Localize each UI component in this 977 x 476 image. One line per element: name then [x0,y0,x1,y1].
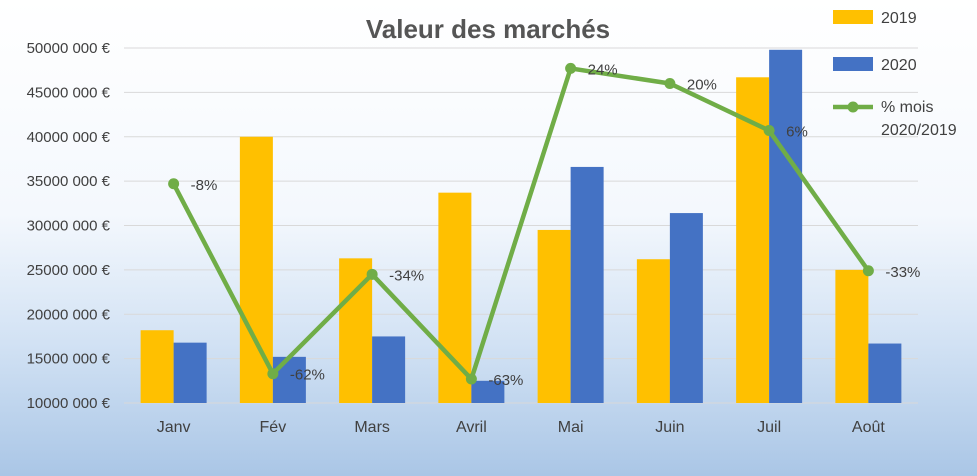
bar-2019 [736,77,770,403]
x-tick-label: Fév [260,419,287,436]
y-tick-label: 45000 000 € [27,84,111,101]
legend-label-2019: 2019 [881,10,917,27]
y-tick-label: 15000 000 € [27,351,111,368]
bars [140,49,902,404]
axis-labels: 10000 000 € 15000 000 € 20000 000 € 25000 0… [27,40,886,436]
chart-title: Valeur des marchés [366,14,610,44]
bar-2019 [835,269,869,403]
x-tick-label: Mai [558,419,584,436]
x-tick-label: Avril [456,419,487,436]
bar-2020 [868,343,902,403]
bar-2020 [669,213,703,403]
pct-point [664,78,676,89]
x-tick-label: Août [852,419,885,436]
pct-point [565,62,577,74]
pct-point [267,368,279,380]
bar-2020 [272,356,306,403]
y-tick-label: 25000 000 € [27,262,111,279]
bar-2020 [173,342,207,403]
bar-2019 [537,229,571,403]
pct-point [168,178,180,190]
pct-data-label: 24% [588,61,618,78]
x-tick-label: Mars [354,419,390,436]
legend: 2019 2020 % mois 2020/2019 [833,10,957,139]
pct-point [465,373,477,385]
legend-swatch-2020 [833,57,873,71]
legend-label-2020: 2020 [881,57,917,74]
y-tick-label: 50000 000 € [27,40,111,57]
y-tick-label: 30000 000 € [27,218,111,235]
y-tick-label: 35000 000 € [27,173,111,190]
pct-data-label: 20% [687,77,717,94]
pct-data-label: -62% [290,367,325,384]
pct-point [862,265,874,277]
pct-point [366,268,378,280]
pct-data-label: -8% [191,177,218,194]
legend-swatch-pct-marker [847,101,859,113]
pct-data-label: 6% [786,124,808,141]
pct-line [171,66,871,382]
legend-label-pct-line2: 2020/2019 [881,122,957,139]
pct-data-label: -34% [389,267,424,284]
bar-2019 [140,330,174,403]
y-tick-label: 20000 000 € [27,306,111,323]
bar-2020 [471,380,505,403]
x-tick-label: Janv [157,419,191,436]
pct-data-label: -33% [885,264,920,281]
bar-2019 [636,259,670,403]
legend-label-pct: % mois 2020/2019 [881,99,957,139]
pct-data-label: -63% [488,372,523,389]
x-tick-label: Juil [757,419,781,436]
bar-2020 [570,166,604,403]
legend-label-pct-line1: % mois [881,99,933,116]
y-tick-label: 40000 000 € [27,129,111,146]
bar-2019 [438,192,472,403]
line-series: -8% -62% -34% -63% 24% 20% 6% -33% [168,61,920,389]
x-tick-label: Juin [655,419,684,436]
bar-2020 [372,336,406,403]
bar-2020 [769,49,803,404]
y-tick-label: 10000 000 € [27,395,111,412]
pct-point [763,125,775,137]
legend-swatch-2019 [833,10,873,24]
